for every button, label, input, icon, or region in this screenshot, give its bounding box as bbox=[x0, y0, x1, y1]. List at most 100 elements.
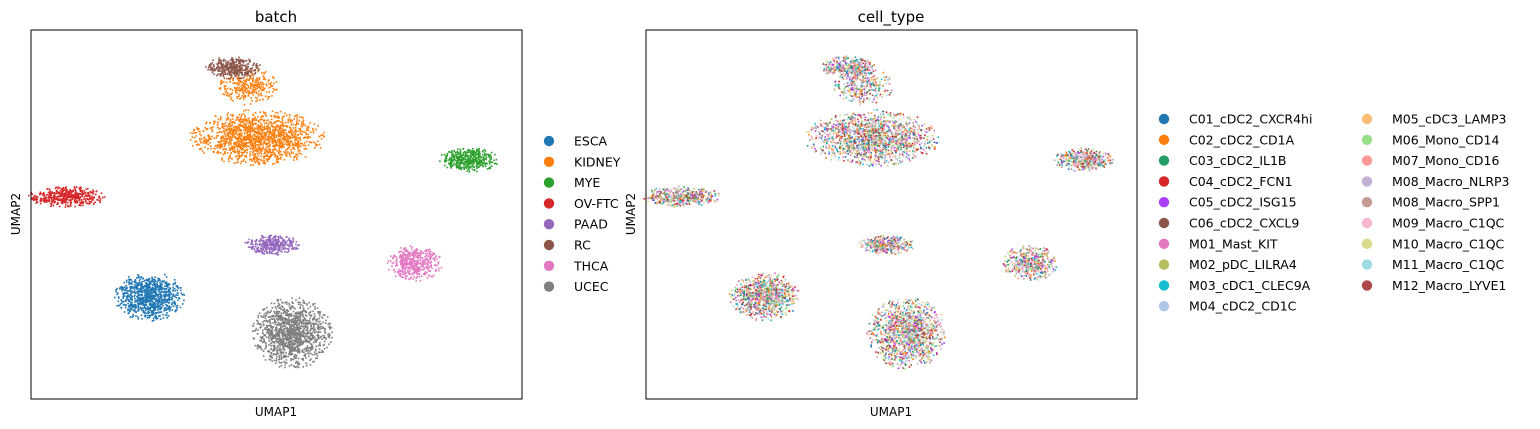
scatter-point bbox=[488, 155, 490, 157]
scatter-point bbox=[271, 327, 274, 330]
scatter-point bbox=[128, 283, 130, 285]
scatter-point bbox=[97, 199, 100, 201]
scatter-point bbox=[451, 150, 453, 152]
scatter-point bbox=[70, 192, 73, 194]
scatter-point bbox=[269, 359, 272, 361]
scatter-point bbox=[323, 131, 325, 134]
scatter-point bbox=[229, 95, 231, 97]
scatter-point bbox=[490, 157, 492, 159]
scatter-point bbox=[276, 115, 279, 118]
scatter-point bbox=[300, 130, 303, 132]
scatter-point bbox=[487, 154, 490, 156]
scatter-point bbox=[243, 69, 245, 71]
scatter-point bbox=[88, 197, 91, 200]
scatter-point bbox=[283, 247, 285, 250]
scatter-point bbox=[292, 248, 295, 250]
scatter-point bbox=[146, 308, 148, 311]
scatter-point bbox=[236, 64, 239, 66]
scatter-point bbox=[251, 118, 254, 120]
scatter-point bbox=[40, 200, 42, 202]
scatter-point bbox=[259, 242, 261, 245]
scatter-point bbox=[236, 65, 238, 67]
scatter-point bbox=[211, 69, 213, 72]
scatter-point bbox=[219, 74, 221, 76]
scatter-point bbox=[252, 164, 254, 166]
scatter-point bbox=[291, 241, 294, 244]
scatter-point bbox=[43, 195, 46, 197]
scatter-point bbox=[157, 311, 160, 313]
scatter-point bbox=[285, 140, 288, 142]
scatter-point bbox=[129, 316, 132, 318]
scatter-point bbox=[259, 133, 261, 135]
scatter-point bbox=[237, 79, 240, 82]
scatter-point bbox=[47, 199, 49, 201]
scatter-point bbox=[279, 144, 281, 146]
scatter-point bbox=[274, 115, 277, 117]
scatter-point bbox=[271, 142, 274, 144]
scatter-point bbox=[216, 66, 218, 69]
scatter-point bbox=[128, 295, 131, 298]
scatter-point bbox=[137, 274, 139, 276]
scatter-point bbox=[249, 82, 252, 84]
scatter-point bbox=[194, 140, 196, 143]
scatter-point bbox=[458, 159, 460, 162]
scatter-point bbox=[116, 293, 118, 296]
scatter-point bbox=[223, 123, 225, 125]
scatter-point bbox=[176, 307, 178, 309]
scatter-point bbox=[207, 140, 209, 142]
scatter-point bbox=[420, 250, 422, 252]
scatter-point bbox=[282, 129, 284, 132]
scatter-point bbox=[135, 288, 138, 290]
scatter-point bbox=[205, 66, 207, 68]
scatter-point bbox=[246, 134, 249, 136]
scatter-point bbox=[296, 144, 299, 147]
scatter-point bbox=[265, 147, 267, 149]
scatter-point bbox=[277, 335, 279, 337]
scatter-point bbox=[424, 273, 426, 276]
scatter-point bbox=[157, 309, 159, 311]
scatter-point bbox=[198, 143, 200, 146]
scatter-point bbox=[412, 255, 415, 258]
scatter-point bbox=[163, 298, 165, 301]
scatter-point bbox=[401, 270, 404, 273]
scatter-point bbox=[238, 142, 240, 144]
scatter-point bbox=[297, 244, 299, 247]
scatter-point bbox=[438, 269, 440, 272]
scatter-point bbox=[285, 149, 287, 151]
scatter-point bbox=[251, 126, 253, 129]
scatter-point bbox=[412, 278, 414, 280]
scatter-point bbox=[145, 287, 148, 290]
scatter-point bbox=[281, 117, 284, 120]
scatter-point bbox=[218, 59, 221, 61]
scatter-point bbox=[274, 116, 276, 118]
scatter-point bbox=[66, 198, 68, 201]
scatter-point bbox=[266, 131, 268, 133]
scatter-point bbox=[65, 194, 67, 197]
scatter-point bbox=[490, 161, 492, 163]
scatter-point bbox=[156, 283, 158, 285]
scatter-point bbox=[407, 254, 410, 256]
scatter-point bbox=[164, 309, 166, 311]
scatter-point bbox=[260, 247, 262, 249]
scatter-point bbox=[412, 271, 415, 274]
scatter-point bbox=[128, 299, 131, 302]
scatter-point bbox=[249, 130, 252, 132]
scatter-point bbox=[123, 289, 126, 291]
scatter-point bbox=[404, 267, 406, 270]
scatter-point bbox=[255, 251, 257, 254]
scatter-point bbox=[50, 196, 53, 199]
scatter-point bbox=[223, 66, 225, 68]
scatter-point bbox=[152, 301, 155, 304]
scatter-point bbox=[82, 193, 84, 196]
scatter-point bbox=[63, 196, 65, 198]
scatter-point bbox=[404, 247, 407, 249]
scatter-point bbox=[77, 192, 79, 195]
scatter-point bbox=[223, 125, 226, 128]
scatter-point bbox=[464, 158, 467, 160]
scatter-point bbox=[293, 148, 296, 150]
scatter-point bbox=[278, 158, 280, 160]
scatter-point bbox=[42, 194, 44, 197]
scatter-point bbox=[445, 156, 447, 158]
scatter-point bbox=[171, 303, 173, 306]
scatter-point bbox=[254, 73, 256, 75]
